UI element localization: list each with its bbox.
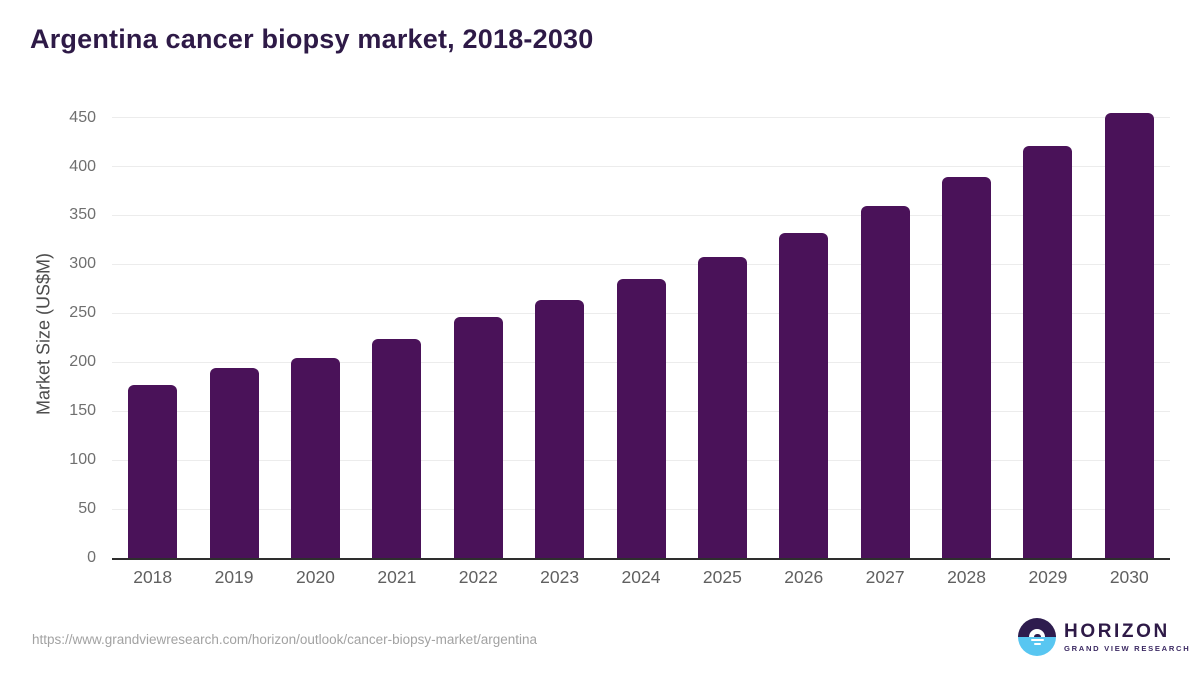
bar-2021 — [372, 338, 422, 558]
horizon-logo: HORIZON GRAND VIEW RESEARCH — [1018, 618, 1190, 656]
logo-wordmark: HORIZON — [1064, 620, 1170, 642]
x-tick-label-2026: 2026 — [784, 567, 824, 587]
x-tick-label-2021: 2021 — [377, 567, 417, 587]
y-tick-label: 350 — [69, 206, 96, 224]
bar-2025 — [697, 256, 747, 558]
sun-core-shape — [1033, 633, 1041, 637]
sun-arc-shape — [1029, 629, 1045, 637]
gridline-y-350 — [112, 214, 1170, 216]
y-tick-label: 100 — [69, 451, 96, 469]
x-tick-label-2025: 2025 — [702, 567, 742, 587]
logo-subtitle: GRAND VIEW RESEARCH — [1064, 643, 1191, 653]
x-tick-label-2022: 2022 — [458, 567, 498, 587]
source-url: https://www.grandviewresearch.com/horizo… — [32, 632, 537, 647]
bar-2018 — [128, 384, 178, 558]
bar-2019 — [209, 368, 259, 558]
bar-2030 — [1104, 112, 1154, 558]
bar-2029 — [1023, 145, 1073, 558]
y-tick-label: 50 — [78, 500, 96, 518]
x-tick-label-2019: 2019 — [214, 567, 254, 587]
x-tick-label-2020: 2020 — [295, 567, 335, 587]
logo-text-block: HORIZON GRAND VIEW RESEARCH — [1064, 620, 1191, 653]
reflection-line — [1030, 639, 1044, 641]
plot-area — [112, 110, 1170, 560]
bar-2026 — [779, 233, 829, 558]
x-tick-label-2018: 2018 — [133, 567, 173, 587]
x-tick-label-2023: 2023 — [540, 567, 580, 587]
y-tick-label: 250 — [69, 304, 96, 322]
gridline-y-400 — [112, 166, 1170, 168]
y-tick-label: 0 — [87, 549, 96, 566]
chart-title: Argentina cancer biopsy market, 2018-203… — [30, 24, 594, 54]
y-tick-label: 300 — [69, 255, 96, 273]
bar-2024 — [616, 279, 666, 558]
x-tick-label-2024: 2024 — [621, 567, 661, 587]
y-tick-label: 400 — [69, 157, 96, 175]
sunset-horizon-icon — [1018, 618, 1056, 656]
y-axis-title: Market Size (US$M) — [33, 252, 54, 416]
x-tick-label-2027: 2027 — [865, 567, 905, 587]
bar-2020 — [290, 358, 340, 558]
y-tick-label: 450 — [69, 108, 96, 126]
bar-2023 — [535, 299, 585, 558]
y-tick-label: 150 — [69, 402, 96, 420]
bar-2028 — [942, 177, 992, 558]
bar-2022 — [453, 317, 503, 558]
y-tick-label: 200 — [69, 353, 96, 371]
x-tick-label-2029: 2029 — [1028, 567, 1068, 587]
x-tick-label-2028: 2028 — [947, 567, 986, 587]
gridline-y-450 — [112, 117, 1170, 119]
x-tick-label-2030: 2030 — [1109, 567, 1149, 587]
reflection-line — [1033, 642, 1041, 645]
bar-2027 — [860, 205, 910, 558]
gridline-y-300 — [112, 263, 1170, 265]
